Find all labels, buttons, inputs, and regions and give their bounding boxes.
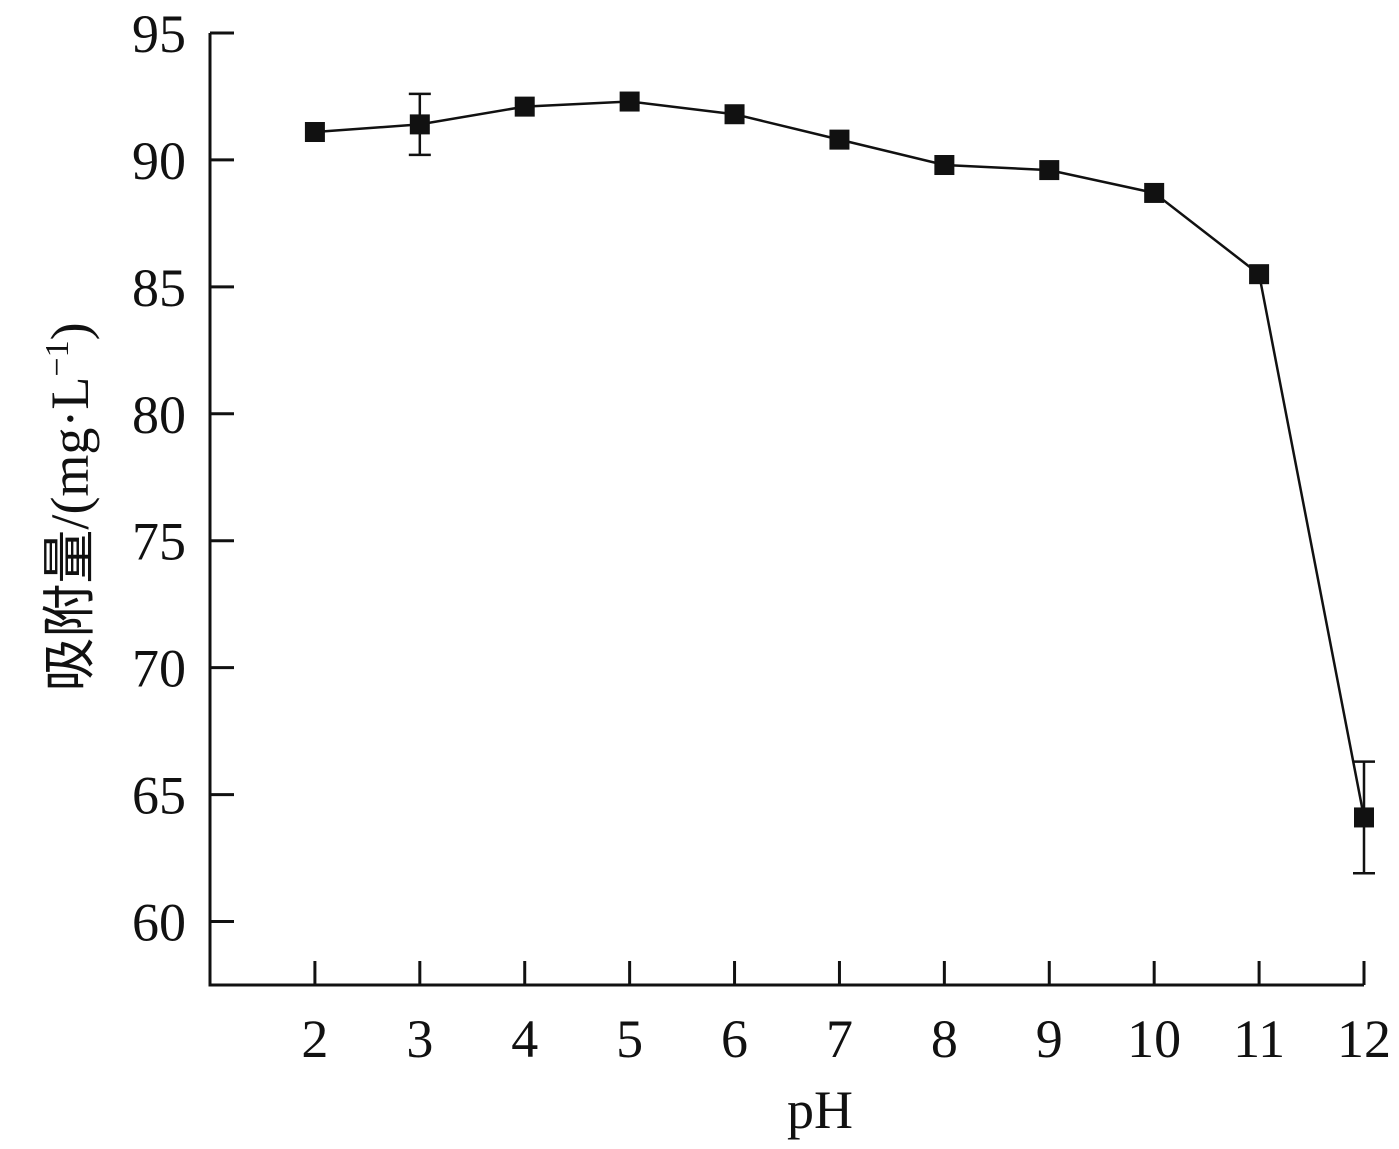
data-point (1039, 160, 1060, 181)
x-tick-label: 5 (616, 1009, 643, 1069)
data-point (1144, 182, 1165, 203)
data-point (619, 91, 640, 112)
data-point (409, 114, 430, 135)
y-axis-title-sup: −1 (39, 340, 76, 376)
y-axis-title-close: ) (40, 322, 100, 340)
axes (208, 33, 1364, 987)
y-tick-label: 75 (132, 512, 186, 572)
plot-area (304, 91, 1375, 875)
series-line (314, 100, 1366, 818)
y-tick-label: 90 (132, 131, 186, 191)
x-tick-label: 4 (511, 1009, 538, 1069)
x-axis-title: pH (787, 1080, 853, 1140)
x-tick-label: 6 (721, 1009, 748, 1069)
y-tick-label: 60 (132, 893, 186, 953)
x-tick-label: 10 (1127, 1009, 1181, 1069)
data-point (304, 122, 325, 143)
x-tick-label: 8 (931, 1009, 958, 1069)
x-tick-label: 11 (1233, 1009, 1285, 1069)
y-axis-title-main: 吸附量/(mg·L (40, 377, 100, 692)
x-tick-label: 2 (301, 1009, 328, 1069)
data-point (829, 129, 850, 150)
x-tick-label: 7 (826, 1009, 853, 1069)
y-tick-label: 85 (132, 258, 186, 318)
x-tick-label: 12 (1337, 1009, 1391, 1069)
y-tick-label: 95 (132, 4, 186, 64)
y-tick-label: 80 (132, 385, 186, 445)
data-point (1249, 264, 1270, 285)
y-tick-label: 70 (132, 639, 186, 699)
x-tick-label: 9 (1036, 1009, 1063, 1069)
x-tick-label: 3 (406, 1009, 433, 1069)
y-axis-title: 吸附量/(mg·L−1) (39, 322, 100, 691)
x-ticks: 2 3 4 5 6 7 8 9 10 11 12 (301, 961, 1391, 1069)
data-point (934, 155, 955, 176)
y-tick-label: 65 (132, 766, 186, 826)
data-point (724, 104, 745, 125)
y-ticks: 60 65 70 75 80 85 90 95 (132, 4, 234, 953)
data-point (1354, 807, 1374, 828)
data-point (514, 96, 535, 117)
